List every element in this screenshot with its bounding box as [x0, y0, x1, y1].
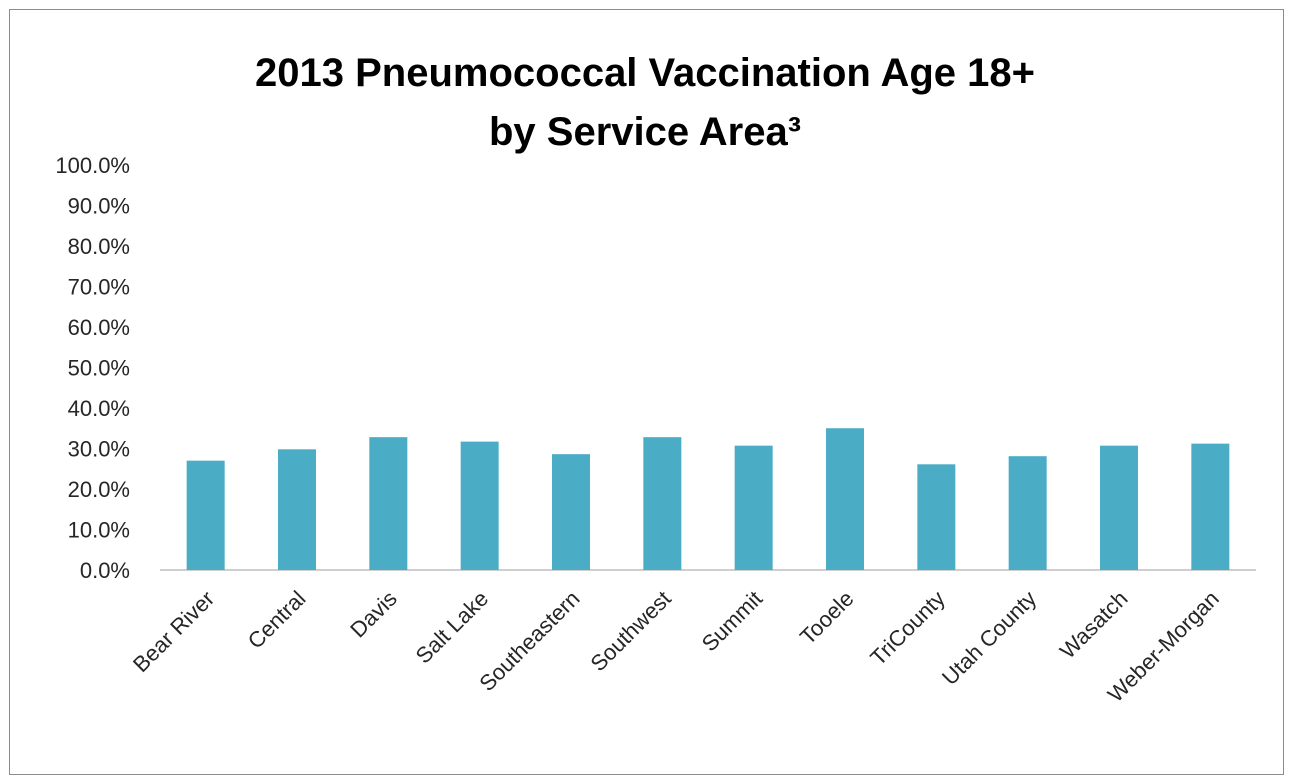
bar-salt-lake — [460, 441, 499, 570]
y-tick-label: 20.0% — [68, 477, 130, 502]
y-tick-label: 100.0% — [55, 153, 130, 178]
x-tick-label: Bear River — [128, 586, 219, 677]
y-tick-label: 40.0% — [68, 396, 130, 421]
x-tick-label: Tooele — [795, 586, 859, 650]
bar-southwest — [643, 437, 682, 570]
x-axis-category-labels: Bear River Central Davis Salt LakeSoutheast… — [128, 586, 1224, 707]
bar-utah-county — [1008, 456, 1047, 570]
y-tick-label: 0.0% — [80, 558, 130, 583]
chart-title: 2013 Pneumococcal Vaccination Age 18+ — [255, 51, 1035, 95]
bars — [186, 428, 1230, 570]
x-tick-label: TriCounty — [865, 586, 950, 671]
x-tick-label: Davis — [345, 586, 402, 643]
x-tick-label: Salt Lake — [411, 586, 494, 669]
chart-frame — [9, 9, 1284, 775]
bar-bear-river — [186, 460, 225, 570]
y-axis-tick-labels: 0.0% 10.0% 20.0% 30.0% 40.0% 50.0% 60.0% 70.0% 8… — [55, 153, 130, 583]
y-tick-label: 50.0% — [68, 356, 130, 381]
y-tick-label: 60.0% — [68, 315, 130, 340]
x-tick-label: Summit — [697, 586, 767, 656]
bar-southeastern — [552, 454, 590, 570]
x-tick-label: Utah County — [937, 586, 1041, 690]
bar-weber-morgan — [1191, 443, 1230, 570]
y-tick-label: 10.0% — [68, 518, 130, 543]
bar-central — [278, 449, 316, 570]
x-tick-label: Southwest — [586, 586, 676, 676]
y-tick-label: 90.0% — [68, 194, 130, 219]
y-tick-label: 80.0% — [68, 234, 130, 259]
chart-subtitle: by Service Area³ — [489, 110, 801, 154]
bar-davis — [369, 437, 408, 570]
bar-wasatch — [1100, 445, 1138, 570]
x-tick-label: Central — [243, 586, 311, 654]
bar-summit — [734, 445, 773, 570]
bar-tricounty — [917, 464, 956, 570]
y-tick-label: 70.0% — [68, 275, 130, 300]
y-tick-label: 30.0% — [68, 437, 130, 462]
x-tick-label: Wasatch — [1055, 586, 1133, 664]
bar-tooele — [826, 428, 864, 570]
